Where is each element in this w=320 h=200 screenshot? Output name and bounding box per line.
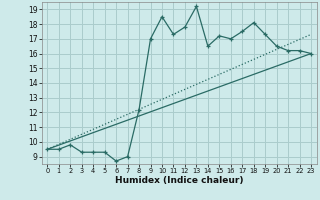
- X-axis label: Humidex (Indice chaleur): Humidex (Indice chaleur): [115, 176, 244, 185]
